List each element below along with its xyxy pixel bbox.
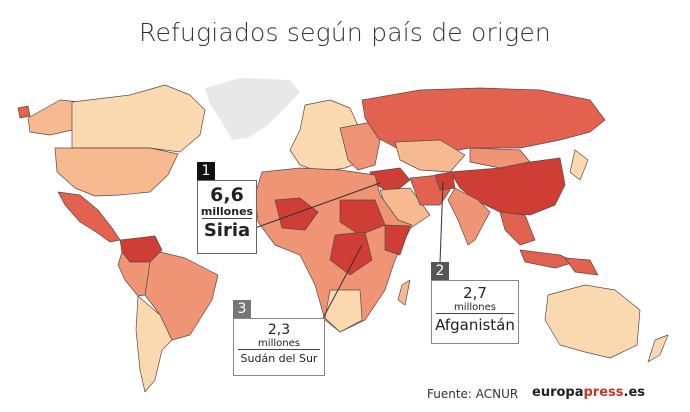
brazil-region [144, 251, 219, 341]
canada-region [71, 84, 206, 153]
callout-south-sudan: 2,3 millones Sudán del Sur [233, 318, 325, 376]
callout-afghanistan: 2,7 millones Afganistán [431, 280, 519, 344]
brand-part-b: press [583, 385, 624, 400]
brand-part-a: europa [532, 385, 584, 400]
peru-region [117, 251, 151, 297]
callout-country: Afganistán [435, 316, 515, 334]
callout-value: 2,7 [463, 284, 487, 302]
divider [202, 218, 252, 219]
papua-region [564, 257, 599, 276]
callout-unit: millones [200, 205, 254, 218]
congo-south-sudan [329, 231, 373, 276]
mexico-central-america [57, 191, 121, 243]
new-zealand-region [647, 334, 669, 363]
rank-badge-3: 3 [233, 300, 251, 318]
leader-line-3 [321, 244, 363, 321]
divider [436, 313, 514, 314]
callout-country: Siria [203, 220, 251, 241]
source-label: Fuente: ACNUR [427, 387, 519, 401]
russia-east-tip [17, 105, 31, 119]
somalia-ethiopia [384, 224, 411, 256]
callout-unit: millones [454, 302, 496, 313]
leader-line-2 [439, 181, 444, 264]
indonesia-region [519, 249, 576, 269]
rank-badge-2: 2 [431, 262, 449, 280]
southeast-asia [499, 211, 536, 246]
madagascar-region [397, 279, 411, 306]
russia-region [361, 87, 606, 156]
sudan-region [339, 199, 386, 236]
map-title: Refugiados según país de origen [139, 18, 551, 47]
callout-country: Sudán del Sur [240, 352, 318, 365]
leader-line-1 [254, 182, 381, 229]
india-region [447, 187, 491, 246]
callout-value: 2,3 [267, 322, 291, 338]
callout-unit: millones [258, 338, 300, 349]
australia-region [544, 284, 641, 359]
southern-africa [324, 289, 363, 333]
callout-syria: 6,6 millones Siria [197, 180, 257, 254]
callout-value: 6,6 [210, 184, 244, 206]
southern-cone [135, 295, 173, 393]
divider [238, 349, 320, 350]
rank-badge-1: 1 [197, 162, 215, 180]
usa-region [54, 147, 179, 197]
brand-logo: europapress.es [532, 385, 645, 400]
greenland-region [205, 78, 300, 140]
japan-region [569, 149, 589, 181]
sahel-west [274, 197, 319, 231]
brand-part-c: .es [623, 385, 646, 400]
